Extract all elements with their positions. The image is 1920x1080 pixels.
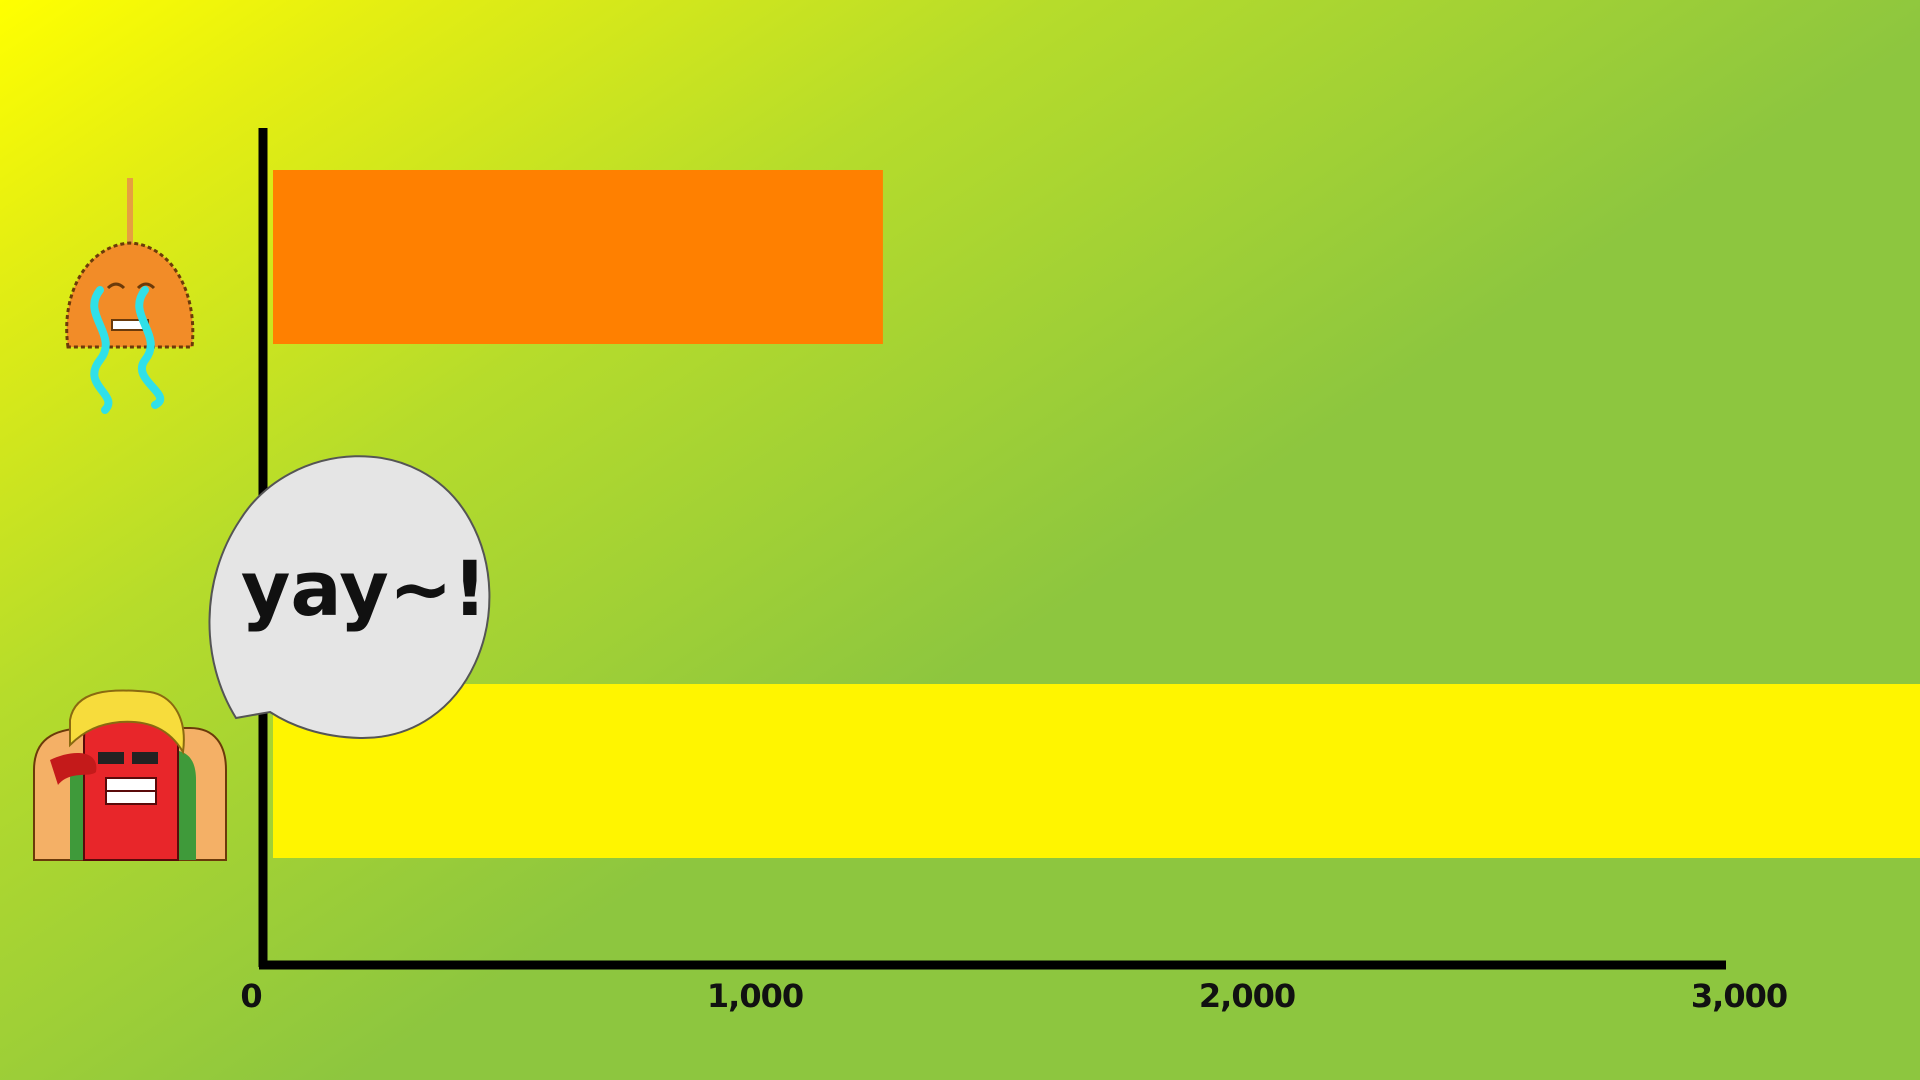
x-tick-label: 2,000 (1199, 977, 1295, 1015)
speech-bubble (208, 455, 491, 740)
hotdog-icon (33, 689, 227, 861)
bar (273, 170, 883, 344)
x-tick-label: 0 (240, 977, 261, 1015)
x-tick-label: 1,000 (707, 977, 803, 1015)
croquette-icon (65, 178, 195, 414)
x-tick-label: 3,000 (1691, 977, 1787, 1015)
annotation: yay~! (241, 544, 487, 633)
bars (273, 170, 1920, 858)
bar (273, 684, 1920, 858)
